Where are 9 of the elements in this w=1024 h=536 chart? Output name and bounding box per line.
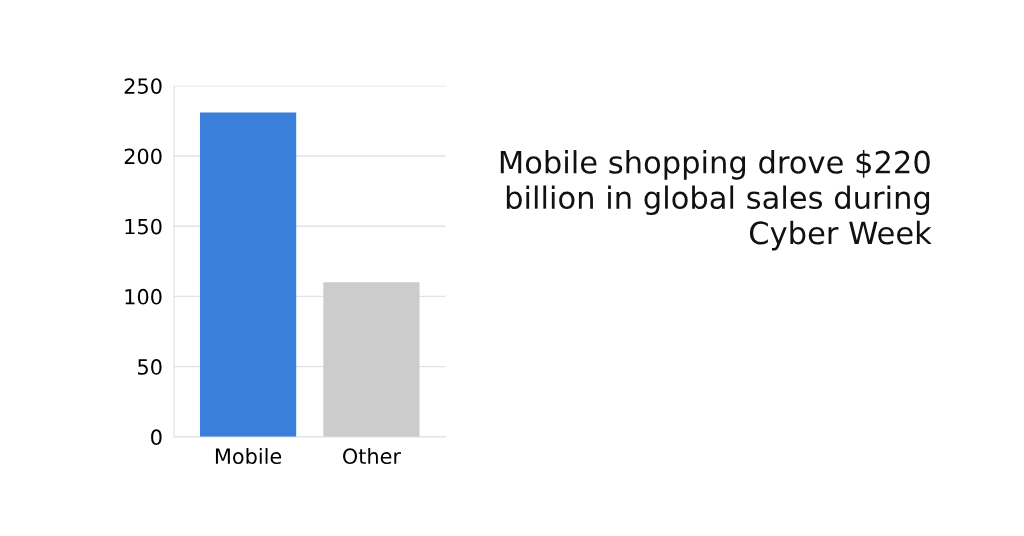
x-tick-label: Mobile (215, 447, 282, 465)
y-tick-label: 100 (125, 288, 162, 305)
text: Mobile shopping drove $220 billion in global sales during Cyber Week (500, 150, 932, 251)
y-tick-label: 250 (124, 78, 162, 94)
y-tick-label: 150 (125, 218, 162, 235)
y-tick-label: 50 (138, 359, 162, 375)
y-tick-label: 0 (151, 429, 162, 446)
x-tick-label: Other (343, 447, 402, 465)
y-tick-label: 200 (124, 148, 162, 165)
